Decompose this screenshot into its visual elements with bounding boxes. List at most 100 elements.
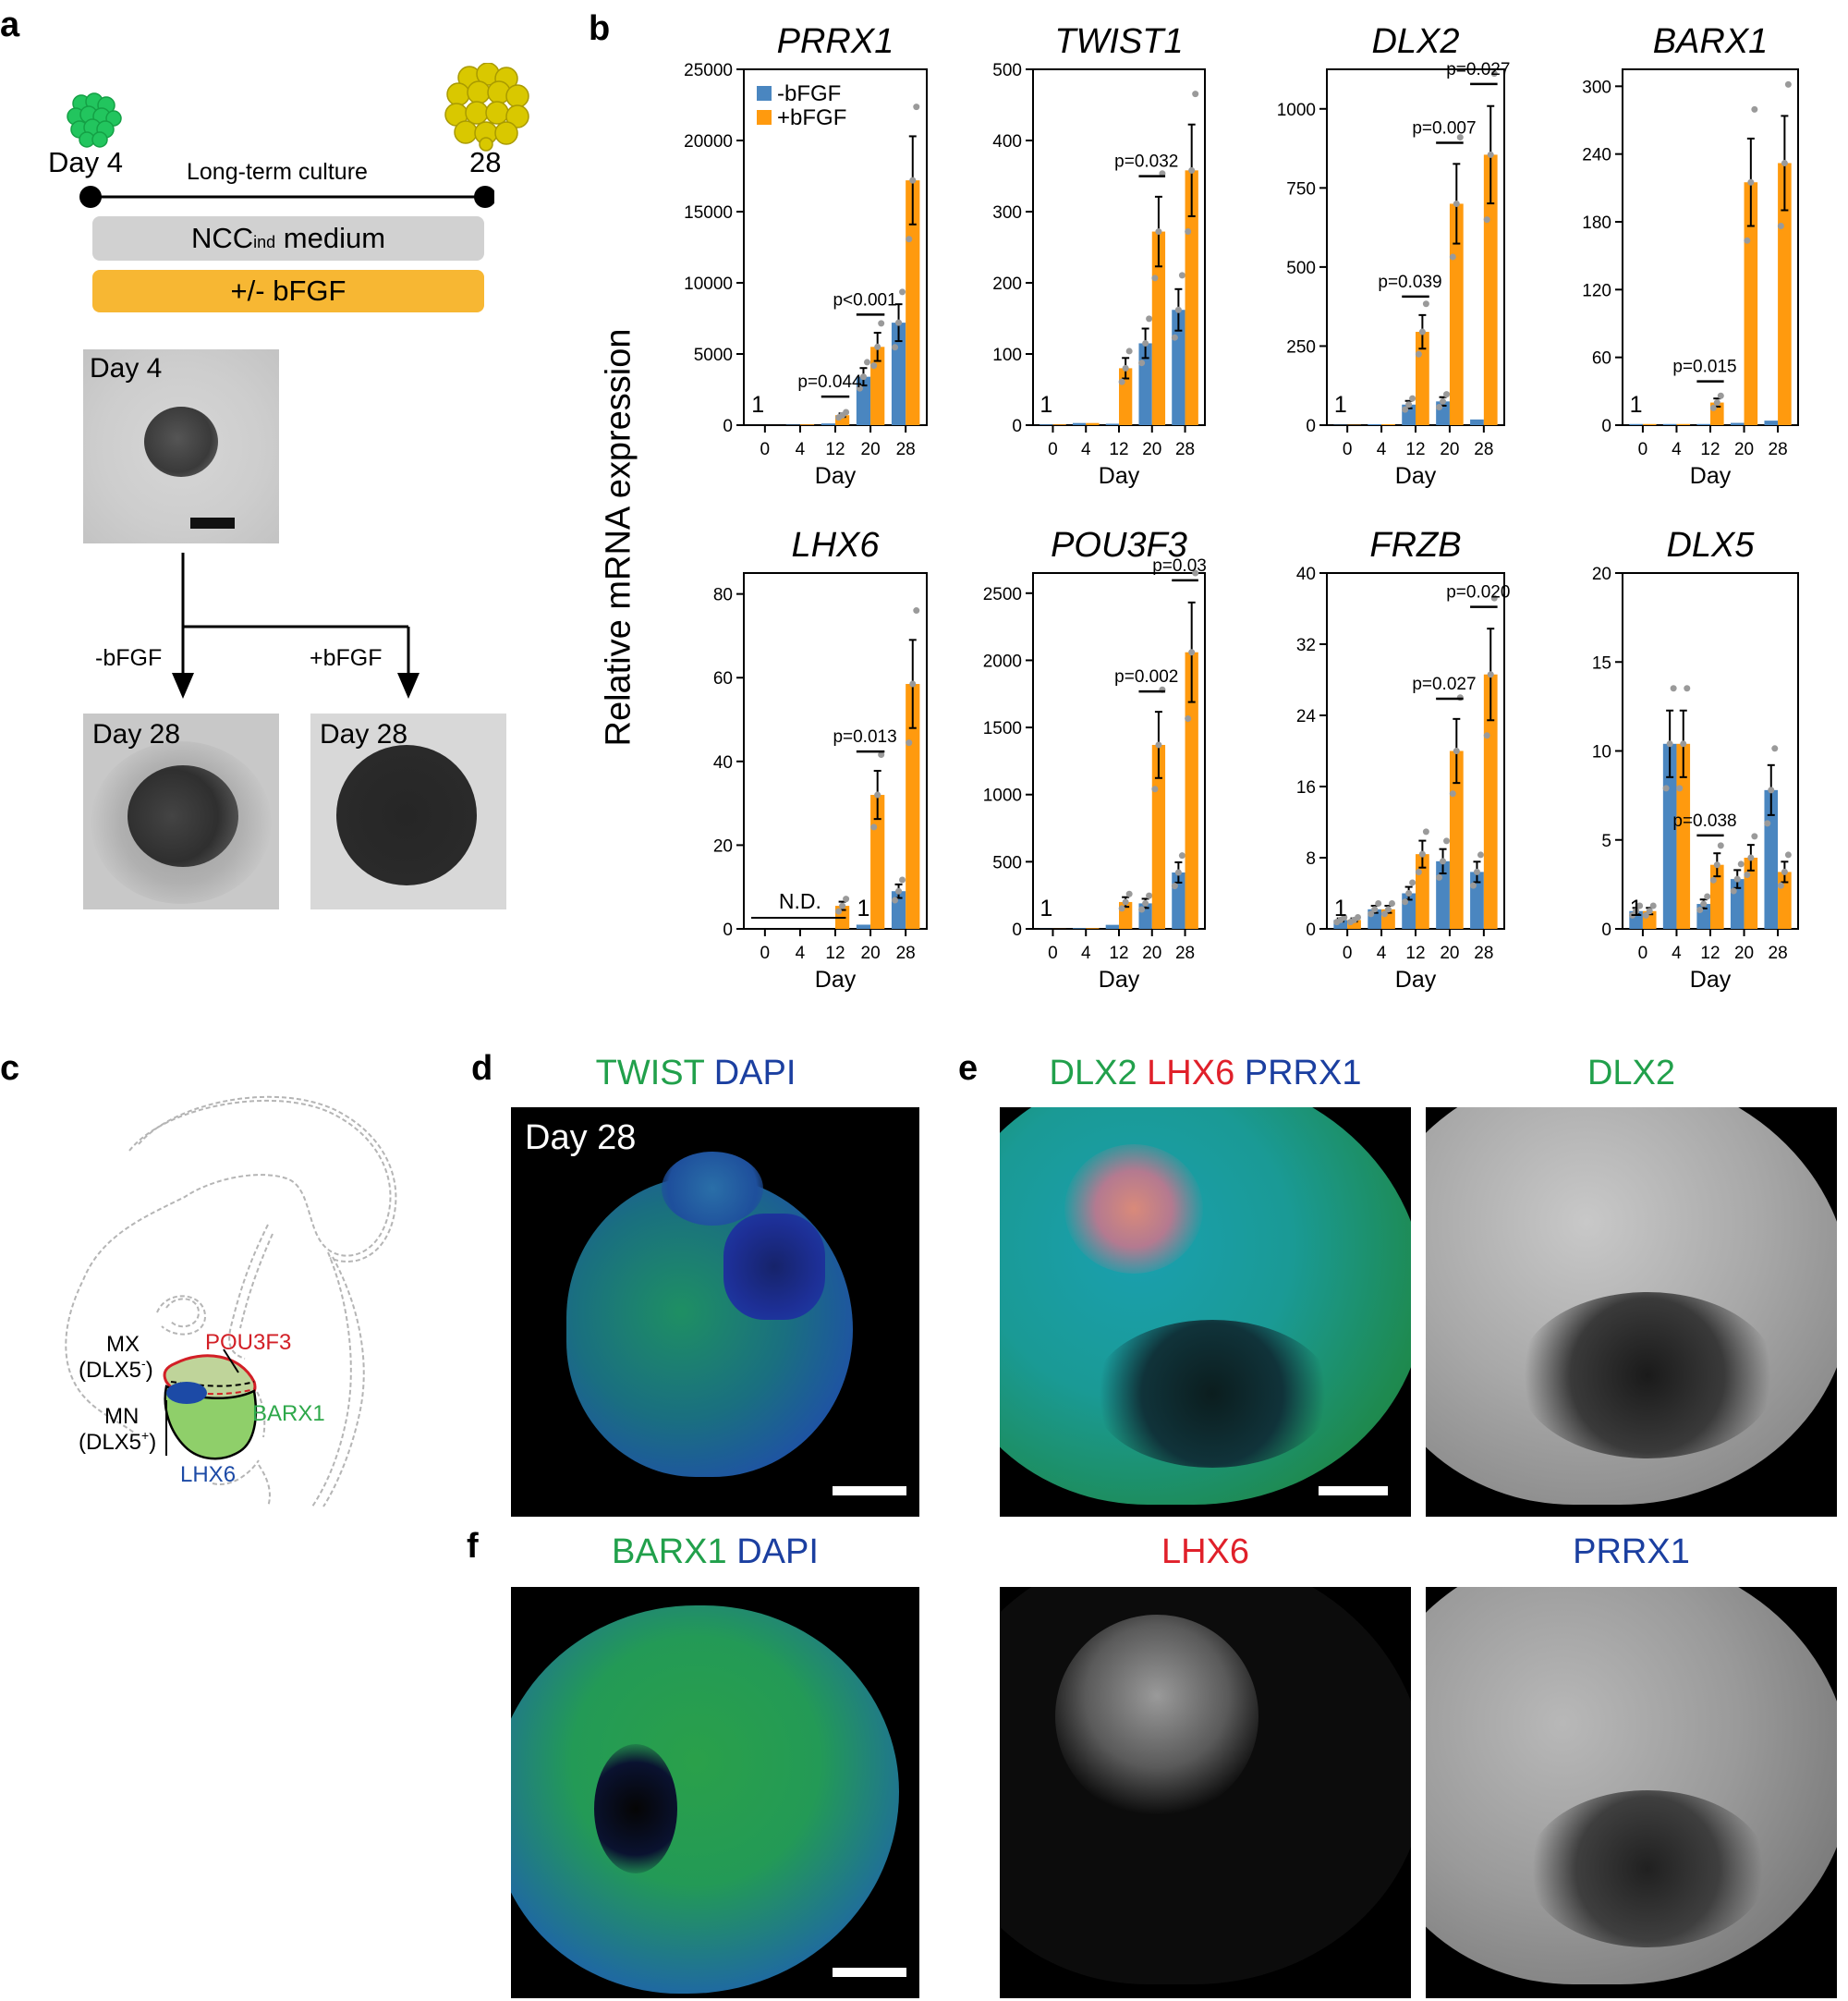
data-point — [1487, 671, 1494, 678]
x-tick-label: 0 — [1048, 944, 1058, 963]
p-value-label: p=0.020 — [1446, 583, 1510, 603]
data-point — [1188, 649, 1196, 656]
data-point — [1355, 913, 1362, 921]
spheroid-day28-minus — [128, 765, 238, 867]
x-tick-label: 12 — [1109, 440, 1128, 459]
y-tick-label: 15 — [1592, 653, 1611, 673]
data-point — [1146, 315, 1153, 323]
x-axis-label: Day — [1395, 967, 1437, 993]
data-point — [1680, 740, 1687, 748]
data-point — [1443, 391, 1451, 398]
data-point — [1142, 339, 1149, 347]
data-point — [1730, 887, 1737, 895]
x-tick-label: 4 — [1377, 440, 1387, 459]
scale-bar — [190, 518, 235, 529]
y-tick-label: 15000 — [684, 203, 733, 223]
data-point — [1483, 732, 1490, 739]
y-tick-label: 100 — [992, 346, 1022, 365]
x-tick-label: 28 — [896, 440, 916, 459]
data-point — [1422, 300, 1429, 308]
data-point — [1449, 253, 1456, 261]
x-tick-label: 28 — [1474, 440, 1493, 459]
x-tick-label: 4 — [1672, 440, 1682, 459]
pou3f3-label: POU3F3 — [205, 1330, 291, 1355]
x-tick-label: 0 — [1638, 440, 1648, 459]
y-tick-label: 0 — [1601, 921, 1611, 940]
data-point — [1676, 785, 1684, 792]
data-point — [892, 344, 899, 351]
data-point — [1487, 151, 1494, 158]
data-point — [906, 739, 913, 747]
x-tick-label: 28 — [1769, 440, 1788, 459]
data-point — [1151, 786, 1159, 793]
data-point — [1490, 594, 1498, 602]
data-point — [1185, 715, 1192, 723]
y-tick-label: 2000 — [983, 652, 1022, 671]
data-point — [1453, 200, 1460, 207]
data-point — [1777, 882, 1784, 889]
y-tick-label: 8 — [1306, 849, 1316, 869]
data-point — [1629, 911, 1636, 919]
x-axis-label: Day — [1099, 463, 1140, 489]
data-point — [1174, 306, 1182, 313]
plus-bfgf-label: +bFGF — [310, 645, 383, 671]
p-value-label: p=0.007 — [1412, 119, 1476, 139]
bar-minus-bfgf — [1105, 423, 1119, 425]
p-value-label: p=0.03 — [1152, 556, 1207, 576]
p-value-label: p=0.039 — [1378, 273, 1441, 292]
p-value-label: p=0.038 — [1672, 811, 1736, 831]
data-point — [1751, 105, 1758, 113]
y-tick-label: 25000 — [684, 61, 733, 80]
x-tick-label: 20 — [1440, 440, 1459, 459]
micrograph-day28-minus — [83, 714, 279, 909]
data-point — [895, 887, 903, 895]
baseline-label: 1 — [857, 896, 870, 921]
chart-title: DLX2 — [1371, 22, 1459, 61]
spheroid-day4 — [144, 407, 218, 477]
x-tick-label: 0 — [760, 944, 771, 963]
data-point — [1138, 360, 1146, 367]
x-tick-label: 0 — [1343, 944, 1353, 963]
panel-label-b: b — [589, 9, 611, 48]
x-tick-label: 28 — [1769, 944, 1788, 963]
medium-label-main: NCC — [190, 222, 254, 254]
x-tick-label: 4 — [1081, 944, 1091, 963]
data-point — [1146, 892, 1153, 899]
y-tick-label: 1000 — [1277, 101, 1316, 120]
micro-day4-label: Day 4 — [90, 353, 163, 384]
x-axis-label: Day — [815, 967, 857, 993]
bar-plus-bfgf — [1642, 423, 1657, 425]
data-point — [1717, 392, 1724, 399]
data-point — [1781, 159, 1788, 166]
data-point — [1185, 227, 1192, 235]
fluorescence-dlx2-lhx6-prrx1 — [1000, 1107, 1411, 1517]
green-spheroid-icon — [67, 92, 122, 148]
x-tick-label: 20 — [1142, 440, 1161, 459]
y-tick-label: 500 — [992, 61, 1022, 80]
data-point — [1744, 237, 1751, 244]
x-tick-label: 4 — [796, 944, 806, 963]
data-point — [1122, 364, 1129, 372]
data-point — [1477, 851, 1484, 859]
p-value-label: p=0.013 — [833, 727, 896, 747]
barx1-label: BARX1 — [252, 1401, 325, 1426]
data-point — [1440, 858, 1447, 865]
data-point — [1368, 910, 1375, 918]
y-tick-label: 2500 — [983, 585, 1022, 604]
y-tick-label: 0 — [723, 417, 733, 436]
nd-label: N.D. — [779, 889, 821, 913]
timeline-day-start: Day 4 — [48, 146, 123, 178]
data-point — [1781, 868, 1788, 875]
data-point — [1747, 854, 1755, 861]
x-tick-label: 20 — [1142, 944, 1161, 963]
data-point — [1747, 178, 1755, 186]
data-point — [839, 902, 846, 909]
y-tick-label: 120 — [1582, 281, 1611, 300]
data-point — [1405, 890, 1413, 897]
baseline-label: 1 — [1334, 896, 1347, 921]
data-point — [1490, 70, 1498, 78]
data-point — [895, 319, 903, 326]
mn-sub-label: (DLX5+) — [79, 1428, 156, 1455]
x-axis-label: Day — [1690, 463, 1732, 489]
panel-label-e: e — [958, 1049, 979, 1088]
